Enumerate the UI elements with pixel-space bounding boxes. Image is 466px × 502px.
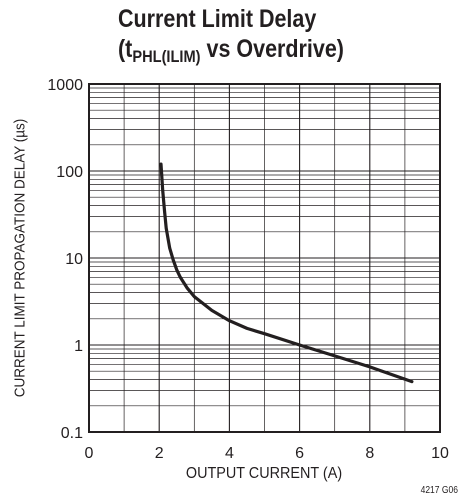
x-tick-label: 0 <box>85 445 94 462</box>
y-axis-label: CURRENT LIMIT PROPAGATION DELAY (µs) <box>11 118 29 398</box>
y-tick-label: 1000 <box>47 77 83 94</box>
x-tick-label: 10 <box>431 445 449 462</box>
y-tick-label: 0.1 <box>61 425 83 442</box>
x-tick-label: 4 <box>225 445 234 462</box>
x-tick-label: 2 <box>155 445 164 462</box>
title-line-1: Current Limit Delay <box>118 5 317 33</box>
x-tick-label: 6 <box>295 445 304 462</box>
title-line-2-subscript: PHL(ILIM) <box>132 47 201 66</box>
chart-title: Current Limit Delay (tPHL(ILIM) vs Overdr… <box>118 4 344 72</box>
title-line-2-rest: vs Overdrive) <box>200 35 344 63</box>
x-axis-label: OUTPUT CURRENT (A) <box>185 465 343 482</box>
plot-frame <box>88 83 441 433</box>
x-tick-label: 8 <box>365 445 374 462</box>
figure-code: 4217 G06 <box>420 485 458 496</box>
y-tick-label: 1 <box>74 338 83 355</box>
data-series <box>159 162 414 384</box>
title-line-2-open: (t <box>118 35 133 63</box>
y-tick-label: 10 <box>65 251 83 268</box>
tick-labels: 0 2 4 6 8 10 0.1 1 10 100 1000 <box>47 77 449 462</box>
series-line <box>159 162 414 384</box>
y-tick-label: 100 <box>56 164 83 181</box>
grid-lines <box>89 84 440 432</box>
